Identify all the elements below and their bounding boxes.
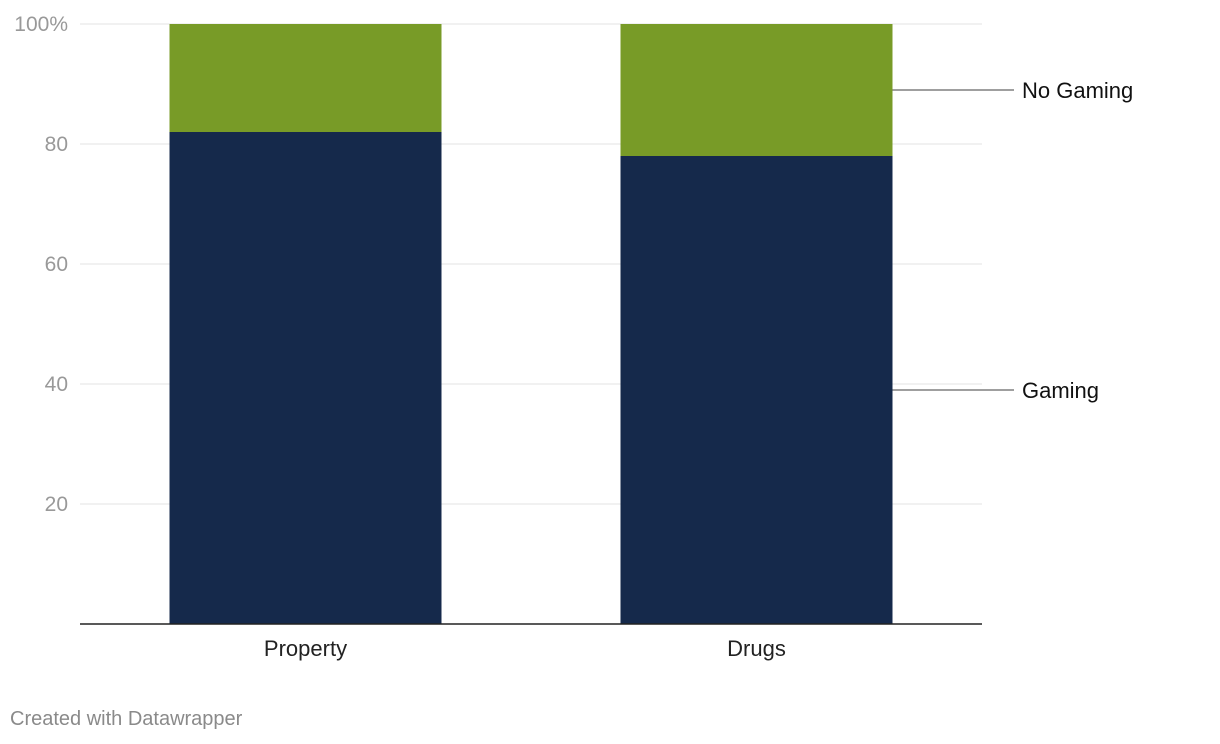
y-tick-label: 40 (45, 373, 68, 396)
bar-segment-no-gaming (620, 24, 893, 156)
y-tick-label: 20 (45, 493, 68, 516)
credit-text[interactable]: Created with Datawrapper (10, 708, 243, 730)
series-label: No Gaming (1022, 78, 1133, 103)
series-label: Gaming (1022, 378, 1099, 403)
x-category-label: Drugs (727, 636, 786, 661)
bar-segment-gaming (169, 132, 442, 624)
y-tick-label: 60 (45, 253, 68, 276)
y-tick-label: 100% (14, 13, 68, 36)
bar-segment-no-gaming (169, 24, 442, 132)
y-tick-label: 80 (45, 133, 68, 156)
bar-segment-gaming (620, 156, 893, 624)
stacked-bar-chart: 20 40 60 80 100% Property Drugs Gaming No Gaming (14, 13, 1133, 661)
x-category-label: Property (264, 636, 347, 661)
